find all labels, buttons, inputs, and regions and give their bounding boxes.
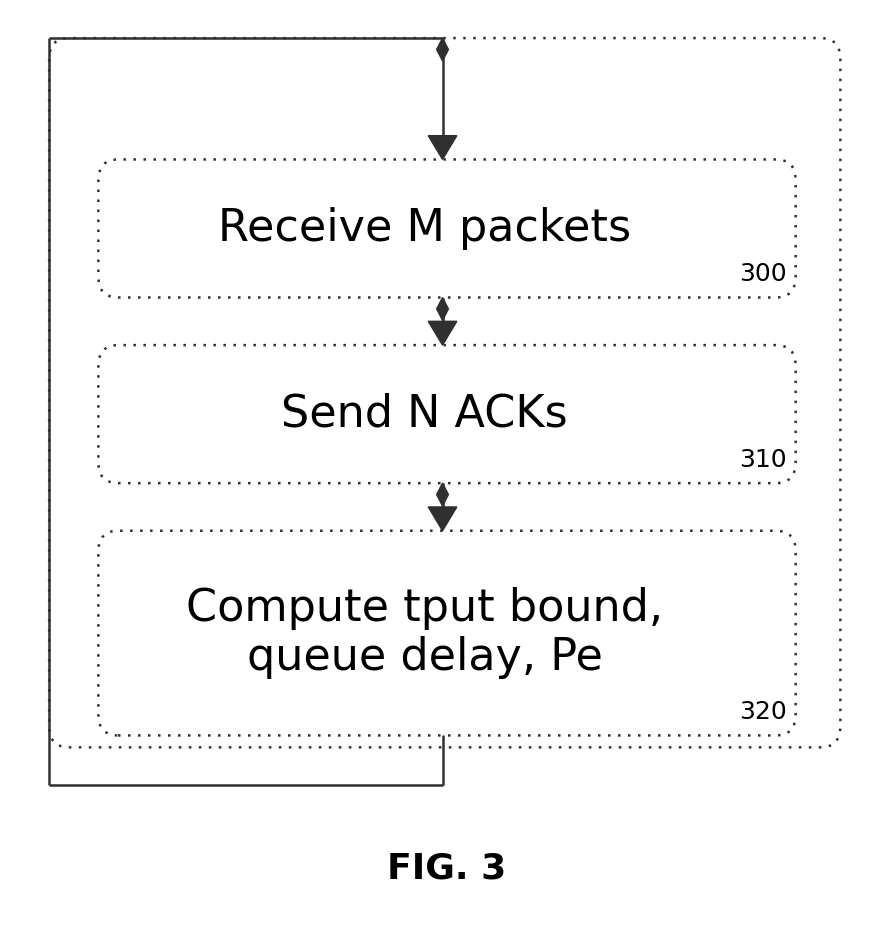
FancyBboxPatch shape [98,346,796,484]
Polygon shape [436,38,449,61]
Text: Receive M packets: Receive M packets [218,207,631,250]
Text: Send N ACKs: Send N ACKs [282,392,568,436]
Polygon shape [428,322,457,346]
Polygon shape [428,135,457,160]
Text: 310: 310 [739,447,787,472]
Text: Compute tput bound,
queue delay, Pe: Compute tput bound, queue delay, Pe [186,586,663,680]
Polygon shape [436,484,449,506]
Text: FIG. 3: FIG. 3 [387,851,507,885]
FancyBboxPatch shape [98,531,796,735]
Polygon shape [428,506,457,531]
Text: 320: 320 [739,700,787,724]
Text: 300: 300 [739,262,787,287]
FancyBboxPatch shape [98,160,796,297]
Polygon shape [436,297,449,321]
